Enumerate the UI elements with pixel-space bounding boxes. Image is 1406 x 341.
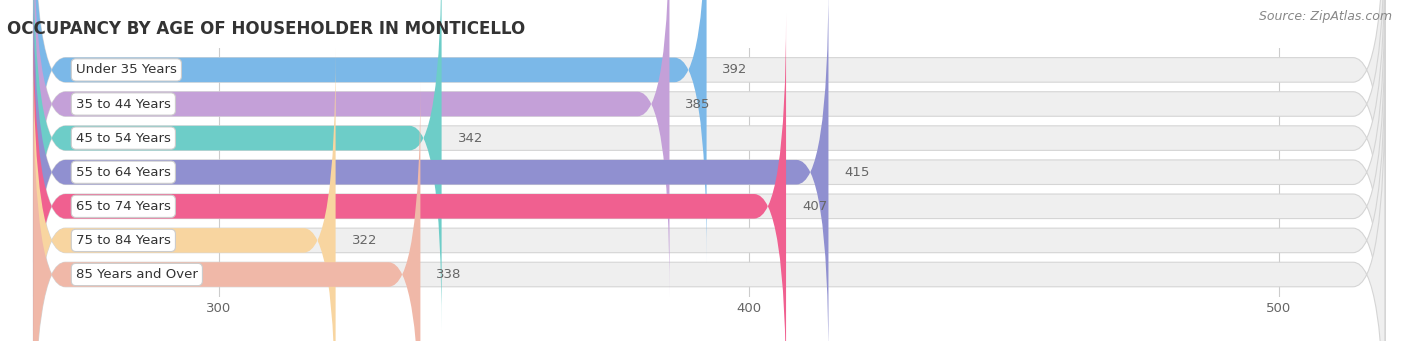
- Text: 342: 342: [457, 132, 482, 145]
- FancyBboxPatch shape: [34, 0, 1385, 341]
- Text: 322: 322: [352, 234, 377, 247]
- Text: 338: 338: [436, 268, 461, 281]
- FancyBboxPatch shape: [34, 0, 1385, 296]
- Text: 385: 385: [685, 98, 711, 110]
- Text: 392: 392: [723, 63, 748, 76]
- FancyBboxPatch shape: [34, 0, 707, 262]
- Text: OCCUPANCY BY AGE OF HOUSEHOLDER IN MONTICELLO: OCCUPANCY BY AGE OF HOUSEHOLDER IN MONTI…: [7, 20, 526, 38]
- FancyBboxPatch shape: [34, 82, 1385, 341]
- FancyBboxPatch shape: [34, 48, 1385, 341]
- FancyBboxPatch shape: [34, 0, 1385, 262]
- FancyBboxPatch shape: [34, 0, 1385, 330]
- FancyBboxPatch shape: [34, 14, 786, 341]
- Text: 75 to 84 Years: 75 to 84 Years: [76, 234, 170, 247]
- Text: Source: ZipAtlas.com: Source: ZipAtlas.com: [1258, 10, 1392, 23]
- FancyBboxPatch shape: [34, 14, 1385, 341]
- Text: 415: 415: [845, 166, 870, 179]
- Text: 407: 407: [801, 200, 827, 213]
- Text: 85 Years and Over: 85 Years and Over: [76, 268, 198, 281]
- Text: 35 to 44 Years: 35 to 44 Years: [76, 98, 170, 110]
- FancyBboxPatch shape: [34, 48, 336, 341]
- Text: 55 to 64 Years: 55 to 64 Years: [76, 166, 170, 179]
- Text: Under 35 Years: Under 35 Years: [76, 63, 177, 76]
- Text: 65 to 74 Years: 65 to 74 Years: [76, 200, 170, 213]
- Text: 45 to 54 Years: 45 to 54 Years: [76, 132, 170, 145]
- FancyBboxPatch shape: [34, 0, 669, 296]
- FancyBboxPatch shape: [34, 82, 420, 341]
- FancyBboxPatch shape: [34, 0, 441, 330]
- FancyBboxPatch shape: [34, 0, 828, 341]
